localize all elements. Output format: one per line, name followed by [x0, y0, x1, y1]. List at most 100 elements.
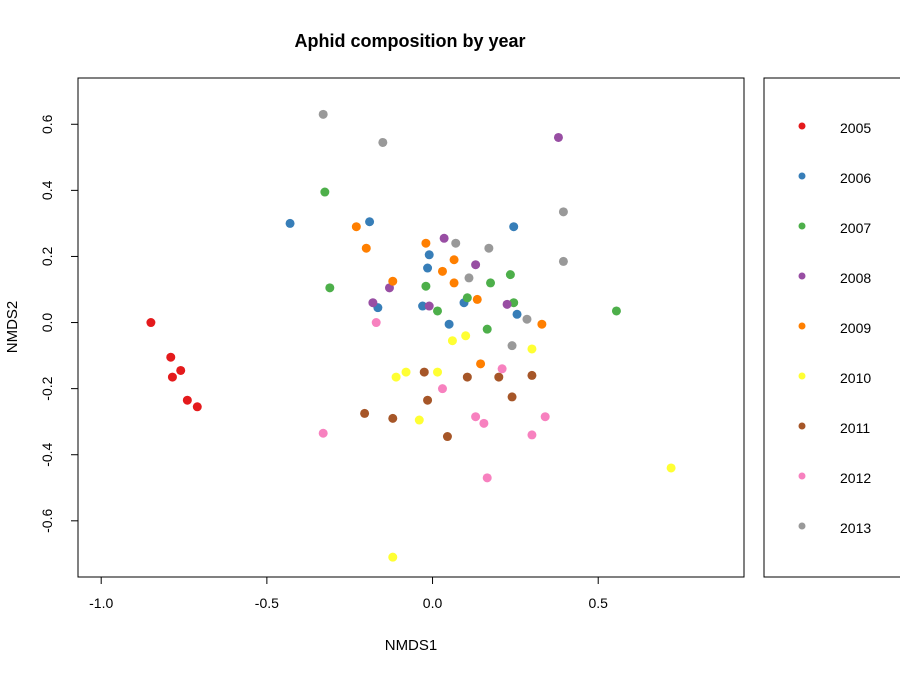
point-2007	[325, 283, 335, 293]
point-2012	[482, 473, 492, 483]
legend-marker-2005	[798, 122, 806, 130]
point-2010	[391, 372, 401, 382]
point-2009	[449, 278, 459, 288]
point-2010	[461, 331, 471, 341]
point-2009	[361, 243, 371, 253]
y-tick-label: 0.0	[39, 313, 55, 333]
x-tick-label: -0.5	[255, 595, 279, 611]
chart-title: Aphid composition by year	[294, 31, 525, 51]
y-tick-label: -0.2	[39, 376, 55, 400]
legend-label-2008: 2008	[840, 270, 871, 286]
point-2008	[471, 260, 481, 270]
point-2012	[540, 412, 550, 422]
point-2009	[472, 294, 482, 304]
point-2005	[182, 395, 192, 405]
point-2006	[423, 263, 433, 273]
legend-label-2007: 2007	[840, 220, 871, 236]
point-2005	[166, 352, 176, 362]
point-2010	[527, 344, 537, 354]
point-2010	[433, 367, 443, 377]
point-2007	[486, 278, 496, 288]
point-2009	[437, 266, 447, 276]
legend-marker-2013	[798, 522, 806, 530]
point-2008	[553, 132, 563, 142]
point-2009	[351, 222, 361, 232]
point-2013	[558, 256, 568, 266]
y-tick-label: -0.6	[39, 509, 55, 533]
legend-marker-2012	[798, 472, 806, 480]
point-2006	[365, 217, 375, 227]
legend-label-2006: 2006	[840, 170, 871, 186]
legend-label-2013: 2013	[840, 520, 871, 536]
point-2008	[502, 299, 512, 309]
point-2010	[401, 367, 411, 377]
legend-label-2012: 2012	[840, 470, 871, 486]
point-2005	[192, 402, 202, 412]
point-2013	[522, 314, 532, 324]
legend-marker-2011	[798, 422, 806, 430]
point-2011	[527, 370, 537, 380]
point-2010	[388, 552, 398, 562]
x-tick-label: 0.5	[588, 595, 608, 611]
y-axis: -0.6 -0.4 -0.2 0.0 0.2 0.4 0.6	[39, 114, 79, 533]
point-2012	[371, 318, 381, 328]
point-2012	[479, 418, 489, 428]
point-2006	[285, 218, 295, 228]
plot-area-frame	[77, 77, 745, 578]
point-2011	[442, 432, 452, 442]
point-2011	[507, 392, 517, 402]
point-2006	[418, 301, 428, 311]
point-2012	[497, 364, 507, 374]
y-axis-title: NMDS2	[4, 301, 21, 354]
point-2009	[537, 319, 547, 329]
point-2013	[318, 109, 328, 119]
point-2013	[451, 238, 461, 248]
legend-marker-2008	[798, 272, 806, 280]
point-2006	[512, 309, 522, 319]
point-2005	[167, 372, 177, 382]
point-2013	[484, 243, 494, 253]
point-2007	[421, 281, 431, 291]
legend-label-2011: 2011	[840, 420, 870, 436]
point-2010	[666, 463, 676, 473]
y-tick-label: -0.4	[39, 442, 55, 466]
x-axis: -1.0 -0.5 0.0 0.5	[89, 576, 608, 611]
point-2007	[505, 270, 515, 280]
point-2007	[611, 306, 621, 316]
point-2009	[388, 276, 398, 286]
point-2007	[433, 306, 443, 316]
point-2006	[424, 250, 434, 260]
point-2012	[318, 428, 328, 438]
legend-marker-2009	[798, 322, 806, 330]
point-2012	[527, 430, 537, 440]
point-2006	[444, 319, 454, 329]
legend-marker-2006	[798, 172, 806, 180]
y-tick-label: 0.6	[39, 114, 55, 134]
point-2011	[462, 372, 472, 382]
point-2013	[378, 137, 388, 147]
point-2008	[368, 298, 378, 308]
point-2011	[360, 408, 370, 418]
point-2011	[423, 395, 433, 405]
y-tick-label: 0.2	[39, 247, 55, 267]
point-2008	[424, 301, 434, 311]
legend-box	[763, 77, 900, 578]
point-2010	[447, 336, 457, 346]
data-points	[146, 109, 676, 562]
point-2013	[464, 273, 474, 283]
point-2013	[507, 341, 517, 351]
legend-label-2009: 2009	[840, 320, 871, 336]
point-2011	[419, 367, 429, 377]
x-axis-title: NMDS1	[385, 637, 438, 654]
legend-label-2010: 2010	[840, 370, 871, 386]
point-2007	[462, 293, 472, 303]
point-2007	[482, 324, 492, 334]
point-2011	[494, 372, 504, 382]
point-2007	[320, 187, 330, 197]
point-2005	[146, 318, 156, 328]
point-2006	[509, 222, 519, 232]
x-tick-label: 0.0	[423, 595, 443, 611]
point-2010	[414, 415, 424, 425]
point-2011	[388, 413, 398, 423]
